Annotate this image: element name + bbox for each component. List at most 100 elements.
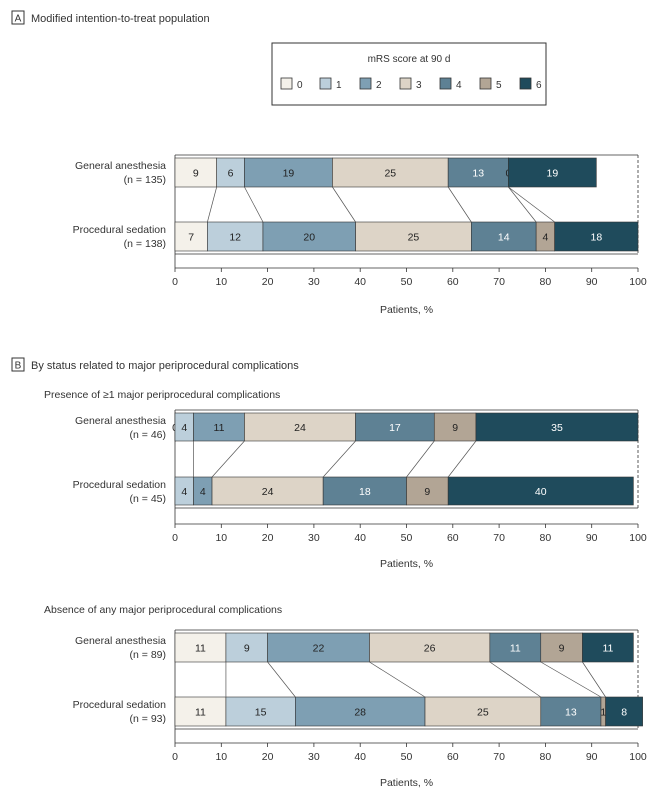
bar-row-general-anesthesia: General anesthesia(n = 46)04112417935 <box>75 412 639 442</box>
bar-segment-mrs-3 <box>424 696 542 727</box>
x-axis: 0 10 20 30 40 50 60 70 80 90 100 Patients, % <box>172 742 647 789</box>
legend-item-3: 3 <box>399 77 422 91</box>
x-tick-label: 10 <box>215 751 227 763</box>
bar-segment-mrs-6 <box>475 412 639 442</box>
bar-value-label: 18 <box>590 232 602 244</box>
bar-value-label: 7 <box>188 232 194 244</box>
bar-segment-mrs-1 <box>225 696 296 727</box>
section-a-letter-box <box>11 10 25 25</box>
row-label: General anesthesia <box>75 635 166 647</box>
bar-value-label: 40 <box>535 486 547 498</box>
chart-panel-2: Presence of ≥1 major periprocedural comp… <box>44 389 647 570</box>
x-tick-label: 90 <box>586 532 598 544</box>
section-b-letter-box <box>11 357 25 372</box>
connector-line <box>406 440 435 478</box>
x-tick-label: 40 <box>354 751 366 763</box>
bar-segment-mrs-0 <box>174 696 227 727</box>
x-tick-label: 70 <box>493 532 505 544</box>
x-tick-label: 100 <box>629 751 647 763</box>
section-b-title: By status related to major periprocedura… <box>31 360 299 372</box>
x-tick-label: 30 <box>308 751 320 763</box>
legend-item-6: 6 <box>519 77 542 91</box>
bar-segment-mrs-4 <box>322 476 407 506</box>
x-axis-label: Patients, % <box>380 304 433 316</box>
bar-value-label: 9 <box>559 643 565 655</box>
bar-segment-mrs-3 <box>332 157 449 188</box>
x-tick-label: 40 <box>354 532 366 544</box>
x-tick-label: 20 <box>262 532 274 544</box>
legend-item-5: 5 <box>479 77 502 91</box>
legend-item-0: 0 <box>280 77 303 91</box>
bar-value-label: 4 <box>542 232 548 244</box>
connector-line <box>447 186 472 223</box>
legend-title: mRS score at 90 d <box>368 54 451 65</box>
bar-segment-mrs-5 <box>540 632 583 663</box>
bar-value-label: 13 <box>472 168 484 180</box>
bar-value-label: 9 <box>424 486 430 498</box>
x-tick-label: 90 <box>586 751 598 763</box>
bar-segment-mrs-2 <box>262 221 356 252</box>
legend-label: 5 <box>496 80 502 91</box>
connector-line <box>332 186 356 223</box>
row-label: General anesthesia <box>75 415 166 427</box>
chart-panel-3: Absence of any major periprocedural comp… <box>44 604 647 789</box>
bar-value-label: 24 <box>262 486 274 498</box>
legend-swatch-5 <box>479 77 492 90</box>
bar-row-procedural-sedation: Procedural sedation (n = 138) 7 12 20 25 14 4 18 <box>73 221 639 252</box>
legend-box <box>271 42 547 106</box>
panel-subtitle: Absence of any major periprocedural comp… <box>44 604 282 616</box>
x-tick-label: 100 <box>629 532 647 544</box>
panel-subtitle: Presence of ≥1 major periprocedural comp… <box>44 389 280 401</box>
bar-value-label: 17 <box>389 422 401 434</box>
x-tick-label: 60 <box>447 276 459 288</box>
x-axis-label: Patients, % <box>380 777 433 789</box>
bar-value-label: 20 <box>303 232 315 244</box>
legend-swatch-3 <box>399 77 412 90</box>
bar-segment-mrs-3 <box>369 632 491 663</box>
x-tick-label: 40 <box>354 276 366 288</box>
bar-segment-mrs-0 <box>174 157 217 188</box>
bar-row-general-anesthesia: General anesthesia(n = 135)96192513019 <box>75 157 597 188</box>
bar-segment-mrs-6 <box>508 157 597 188</box>
x-tick-label: 0 <box>172 751 178 763</box>
legend: mRS score at 90 d 0 1 2 3 4 5 6 <box>271 42 547 106</box>
bar-value-label: 15 <box>255 707 267 719</box>
bar-value-label: 25 <box>477 707 489 719</box>
legend-swatch-2 <box>359 77 372 90</box>
bar-value-label: 19 <box>547 168 559 180</box>
x-tick-label: 0 <box>172 532 178 544</box>
bar-value-label: 12 <box>229 232 241 244</box>
legend-label: 6 <box>536 80 542 91</box>
section-b-letter: B <box>15 361 22 372</box>
connector-line <box>322 440 356 478</box>
bar-segment-mrs-6 <box>554 221 639 252</box>
connector-line <box>369 661 426 698</box>
bar-segment-mrs-1 <box>225 632 268 663</box>
bar-value-label: 19 <box>283 168 295 180</box>
bar-segment-mrs-4 <box>540 696 602 727</box>
connector-line <box>207 186 218 223</box>
row-label: Procedural sedation <box>73 224 167 236</box>
bar-value-label: 9 <box>244 643 250 655</box>
x-tick-label: 0 <box>172 276 178 288</box>
x-tick-label: 80 <box>540 751 552 763</box>
x-axis: 0 10 20 30 40 50 60 70 80 90 100 Patients, % <box>172 267 647 316</box>
bar-value-label: 25 <box>408 232 420 244</box>
bar-row-procedural-sedation: Procedural sedation (n = 45) 4 4 24 18 9 40 <box>73 476 634 506</box>
bar-segment-mrs-2 <box>267 632 370 663</box>
row-n-label: (n = 135) <box>124 174 166 186</box>
legend-label: 1 <box>336 80 342 91</box>
bar-segment-mrs-5 <box>406 476 449 506</box>
connector-line <box>508 186 537 223</box>
bar-row-general-anesthesia: General anesthesia (n = 89) 11 9 22 26 11 9 11 <box>75 632 634 663</box>
bar-value-label: 28 <box>354 707 366 719</box>
connector-lines <box>207 186 555 223</box>
x-tick-label: 20 <box>262 751 274 763</box>
x-tick-label: 50 <box>401 532 413 544</box>
x-tick-label: 70 <box>493 751 505 763</box>
x-tick-label: 80 <box>540 532 552 544</box>
bar-segment-mrs-6 <box>605 696 643 727</box>
bar-value-label: 22 <box>313 643 325 655</box>
bar-segment-mrs-5 <box>433 412 477 442</box>
connector-line <box>489 661 541 698</box>
